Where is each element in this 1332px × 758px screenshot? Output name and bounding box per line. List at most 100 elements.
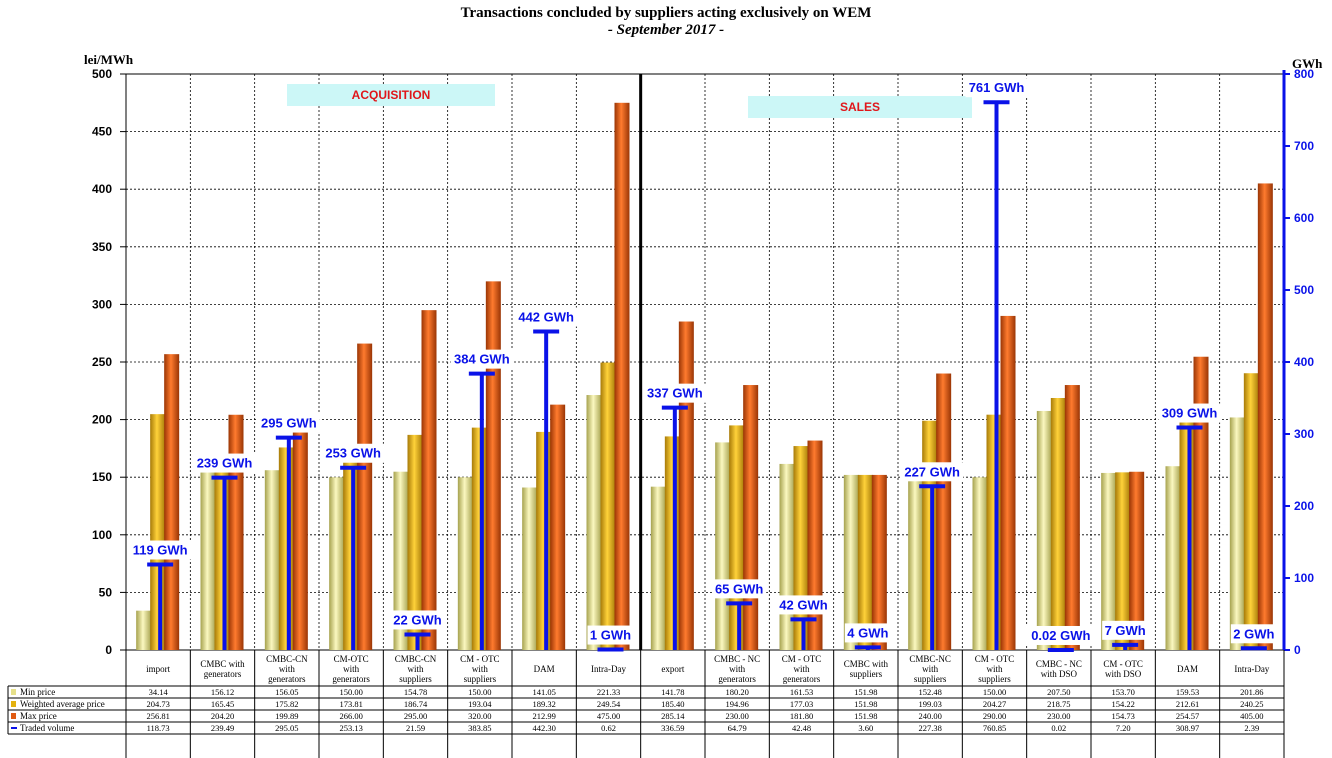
table-cell: 204.27 (983, 699, 1006, 709)
table-cell: 204.73 (146, 699, 169, 709)
volume-label-box (515, 307, 578, 327)
category-label: CMBC-NC (909, 654, 951, 664)
bar-max-price (164, 354, 180, 650)
volume-label-box (844, 623, 891, 643)
table-cell: 165.45 (211, 699, 234, 709)
volume-label: 4 GWh (847, 625, 888, 640)
bar-weighted-average-price (664, 436, 680, 650)
volume-label-box (712, 579, 767, 599)
category-label: generators (332, 674, 370, 684)
bar-weighted-average-price (922, 420, 938, 650)
volume-label-box (1230, 624, 1277, 644)
right-tick-label: 500 (1294, 283, 1314, 297)
bar-min-price (1165, 466, 1181, 650)
bar-max-price (1193, 356, 1209, 650)
bar-weighted-average-price (1115, 472, 1131, 650)
bar-min-price (1101, 472, 1117, 650)
y-tick-label: 450 (92, 125, 112, 139)
section-box (287, 84, 495, 106)
table-cell: 186.74 (404, 699, 428, 709)
volume-label-box (193, 453, 256, 473)
table-cell: 194.96 (725, 699, 748, 709)
bar-weighted-average-price (536, 431, 552, 650)
volume-label-box (1158, 403, 1221, 423)
bar-min-price (457, 477, 473, 650)
table-cell: 21.59 (406, 723, 425, 733)
volume-label-box (257, 413, 320, 433)
volume-label-box (1025, 625, 1096, 645)
table-cell: 150.00 (983, 687, 1006, 697)
bar-weighted-average-price (1243, 373, 1259, 650)
table-cell: 320.00 (468, 711, 491, 721)
table-cell: 175.82 (275, 699, 298, 709)
table-cell: 141.05 (532, 687, 555, 697)
bar-min-price (972, 477, 988, 650)
volume-label-box (450, 349, 513, 369)
bar-max-price (678, 321, 694, 650)
table-row-label: Traded volume (20, 723, 74, 733)
right-tick-label: 700 (1294, 139, 1314, 153)
right-tick-label: 600 (1294, 211, 1314, 225)
volume-label: 227 GWh (904, 464, 960, 479)
category-label: with (986, 664, 1003, 674)
y-tick-label: 50 (99, 585, 113, 599)
bar-min-price (908, 474, 924, 650)
y-tick-label: 150 (92, 470, 112, 484)
table-cell: 0.62 (601, 723, 616, 733)
category-label: CM - OTC (460, 654, 500, 664)
bar-max-price (292, 419, 308, 650)
table-cell: 212.61 (1176, 699, 1199, 709)
bar-min-price (1229, 417, 1245, 650)
volume-label: 337 GWh (647, 386, 703, 401)
table-cell: 177.03 (790, 699, 813, 709)
volume-label: 761 GWh (969, 80, 1025, 95)
category-label: Intra-Day (1234, 664, 1269, 674)
bar-max-price (1129, 471, 1145, 650)
table-cell: 239.49 (211, 723, 234, 733)
table-cell: 3.60 (858, 723, 873, 733)
table-cell: 240.25 (1240, 699, 1263, 709)
table-cell: 204.20 (211, 711, 234, 721)
volume-label-box (1102, 620, 1149, 640)
table-cell: 266.00 (339, 711, 362, 721)
table-cell: 218.75 (1047, 699, 1070, 709)
bar-min-price (1036, 410, 1052, 650)
volume-label: 295 GWh (261, 416, 317, 431)
bar-weighted-average-price (857, 474, 873, 650)
y-tick-label: 300 (92, 297, 112, 311)
right-tick-label: 100 (1294, 571, 1314, 585)
volume-label-box (587, 625, 634, 645)
table-cell: 151.98 (854, 687, 877, 697)
volume-label: 7 GWh (1105, 623, 1146, 638)
volume-label: 239 GWh (197, 456, 253, 471)
category-label: Intra-Day (591, 664, 626, 674)
bar-min-price (779, 463, 795, 650)
category-label: CMBC-CN (395, 654, 437, 664)
table-cell: 151.98 (854, 699, 877, 709)
right-tick-label: 400 (1294, 355, 1314, 369)
bar-weighted-average-price (407, 434, 423, 650)
right-tick-label: 200 (1294, 499, 1314, 513)
table-cell: 201.86 (1240, 687, 1263, 697)
table-cell: 230.00 (1047, 711, 1070, 721)
table-cell: 336.59 (661, 723, 684, 733)
chart-subtitle: - September 2017 - (607, 22, 725, 38)
table-cell: 156.12 (211, 687, 234, 697)
volume-label: 2 GWh (1233, 626, 1274, 641)
bar-max-price (936, 373, 952, 650)
category-label: with (343, 664, 360, 674)
table-cell: 2.39 (1244, 723, 1259, 733)
bar-weighted-average-price (729, 425, 745, 650)
y-tick-label: 200 (92, 413, 112, 427)
table-cell: 256.81 (146, 711, 169, 721)
volume-label: 384 GWh (454, 352, 510, 367)
table-cell: 405.00 (1240, 711, 1263, 721)
bar-min-price (200, 470, 216, 650)
bar-max-price (228, 414, 244, 650)
table-cell: 295.00 (404, 711, 427, 721)
category-label: CMBC - NC (1036, 659, 1082, 669)
table-cell: 161.53 (790, 687, 813, 697)
volume-label-box (390, 610, 445, 630)
category-label: with (472, 664, 489, 674)
bar-min-price (586, 395, 602, 650)
